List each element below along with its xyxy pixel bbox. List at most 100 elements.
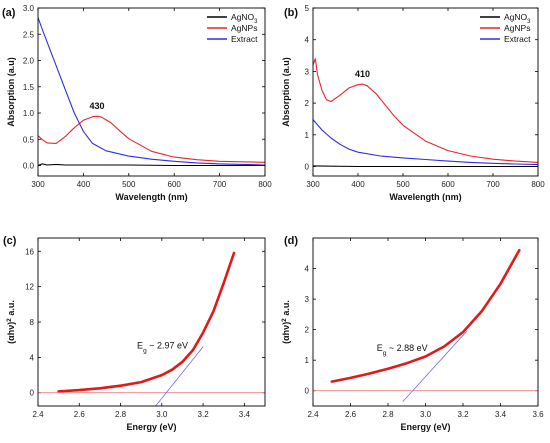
series-agno3-line: [313, 165, 538, 168]
bandgap-tail: ~ 2.88 eV: [386, 343, 427, 353]
bandgap-main: E: [137, 341, 143, 351]
bandgap-sub: g: [383, 350, 387, 357]
x-tick-label: 2.4: [32, 410, 44, 419]
legend-label: AgNPs: [504, 23, 530, 33]
series-extract-line: [38, 16, 265, 166]
x-tick-label: 400: [351, 180, 365, 189]
y-tick-label: 0: [30, 389, 35, 398]
legend-label: Extract: [231, 34, 258, 44]
y-tick-label: 2.0: [23, 57, 35, 66]
x-tick-label: 600: [441, 180, 455, 189]
series-agnps-line: [38, 115, 265, 163]
x-tick-label: 300: [306, 180, 320, 189]
y-tick-label: 1.0: [23, 109, 35, 118]
panel-label: (c): [3, 235, 17, 247]
x-tick-label: 3.4: [239, 410, 251, 419]
y-tick-label: 4: [305, 36, 310, 45]
legend-label: AgNO3: [504, 12, 531, 25]
y-axis-label-main: (αhν): [6, 322, 16, 344]
panel-label: (b): [284, 7, 298, 19]
y-tick-label: 3: [305, 67, 310, 76]
y-tick-label: 1: [305, 131, 310, 140]
y-tick-label: 5: [305, 4, 310, 13]
plot-frame: [37, 237, 266, 407]
x-tick-label: 2.4: [307, 410, 319, 419]
y-tick-label: 1: [305, 356, 310, 365]
y-axis-label-tail: a.u.: [281, 300, 291, 318]
panel-b: (b) 300 400 500 600 700 800 0 1 2 3 4 5 Wavelength (n…: [281, 4, 545, 202]
x-tick-label: 500: [396, 180, 410, 189]
y-tick-label: 1.5: [23, 83, 35, 92]
y-tick-label: 0.5: [23, 135, 35, 144]
y-tick-label: 4: [30, 353, 35, 362]
x-tick-label: 800: [258, 180, 272, 189]
legend-label-main: AgNO: [504, 12, 528, 22]
x-tick-label: 3.2: [198, 410, 210, 419]
legend-label: Extract: [504, 34, 531, 44]
y-tick-label: 4: [305, 265, 310, 274]
x-tick-label: 3.2: [457, 410, 469, 419]
y-tick-label: 3: [305, 295, 310, 304]
series-agnps-line: [313, 58, 538, 163]
legend-label-sub: 3: [254, 19, 258, 25]
y-tick-label: 3.0: [23, 4, 35, 13]
y-axis-label: Absorption (a.u): [281, 57, 291, 127]
x-tick-label: 2.8: [115, 410, 127, 419]
y-axis-label: (αhν)2 a.u.: [281, 300, 292, 344]
plot-frame: [37, 7, 266, 177]
x-tick-label: 500: [122, 180, 136, 189]
y-tick-label: 0: [305, 162, 310, 171]
legend-label: AgNO3: [231, 12, 258, 25]
legend-label: AgNPs: [231, 23, 257, 33]
x-tick-label: 3.6: [532, 410, 544, 419]
x-axis-label: Energy (eV): [400, 422, 450, 432]
y-tick-label: 8: [30, 318, 35, 327]
bandgap-tail: ~ 2.97 eV: [147, 341, 188, 351]
y-axis-label-sup: 2: [281, 318, 288, 322]
y-axis-label-tail: a.u.: [6, 300, 16, 318]
series-group: [38, 16, 265, 167]
plot-frame: [312, 7, 539, 177]
series-agno3-line: [38, 163, 265, 167]
x-axis-label: Energy (eV): [126, 422, 176, 432]
y-axis-label: (αhν)2 a.u.: [6, 300, 17, 344]
y-tick-label: 0.0: [23, 162, 35, 171]
x-tick-label: 2.6: [345, 410, 357, 419]
bandgap-annotation: Eg ~ 2.88 eV: [377, 343, 428, 357]
series-group: [313, 248, 538, 402]
y-tick-label: 2: [305, 326, 310, 335]
legend-label-sub: 3: [527, 19, 531, 25]
x-tick-label: 700: [213, 180, 227, 189]
x-tick-label: 800: [531, 180, 545, 189]
x-tick-label: 300: [31, 180, 45, 189]
bandgap-annotation: Eg ~ 2.97 eV: [137, 341, 188, 355]
y-axis-label-sup: 2: [6, 318, 13, 322]
x-tick-label: 600: [168, 180, 182, 189]
y-axis-label-main: (αhν): [281, 322, 291, 344]
x-tick-label: 2.6: [74, 410, 86, 419]
plot-frame: [312, 237, 539, 407]
y-tick-label: 12: [25, 283, 34, 292]
peak-annotation: 410: [355, 69, 370, 79]
panel-a: (a) 300 400 500 600 700 800 0.0 0.5 1.0 1.5 2.0 2.5 3…: [2, 4, 272, 202]
series-group: [38, 251, 265, 406]
x-axis-label: Wavelength (nm): [115, 192, 187, 202]
x-axis-label: Wavelength (nm): [389, 192, 461, 202]
series-data-line: [57, 251, 236, 393]
x-tick-label: 2.8: [382, 410, 394, 419]
x-tick-label: 3.0: [156, 410, 168, 419]
x-tick-label: 3.4: [495, 410, 507, 419]
y-tick-label: 2.5: [23, 30, 35, 39]
series-extract-line: [313, 119, 538, 166]
legend-label-main: AgNO: [231, 12, 255, 22]
y-tick-label: 2: [305, 99, 310, 108]
panel-label: (a): [2, 7, 16, 19]
panel-d: (d) 2.4 2.6 2.8 3.0 3.2 3.4 3.6 0 1 2 3 4 Energy (eV)…: [281, 235, 545, 432]
y-axis-label: Absorption (a.u): [6, 57, 16, 127]
bandgap-main: E: [377, 343, 383, 353]
panel-c: (c) 2.4 2.6 2.8 3.0 3.2 3.4 0 4 8 12 16 Energy (eV) (…: [3, 235, 266, 432]
series-fit-line: [155, 346, 204, 406]
y-tick-label: 0: [305, 387, 310, 396]
peak-annotation: 430: [90, 101, 105, 111]
